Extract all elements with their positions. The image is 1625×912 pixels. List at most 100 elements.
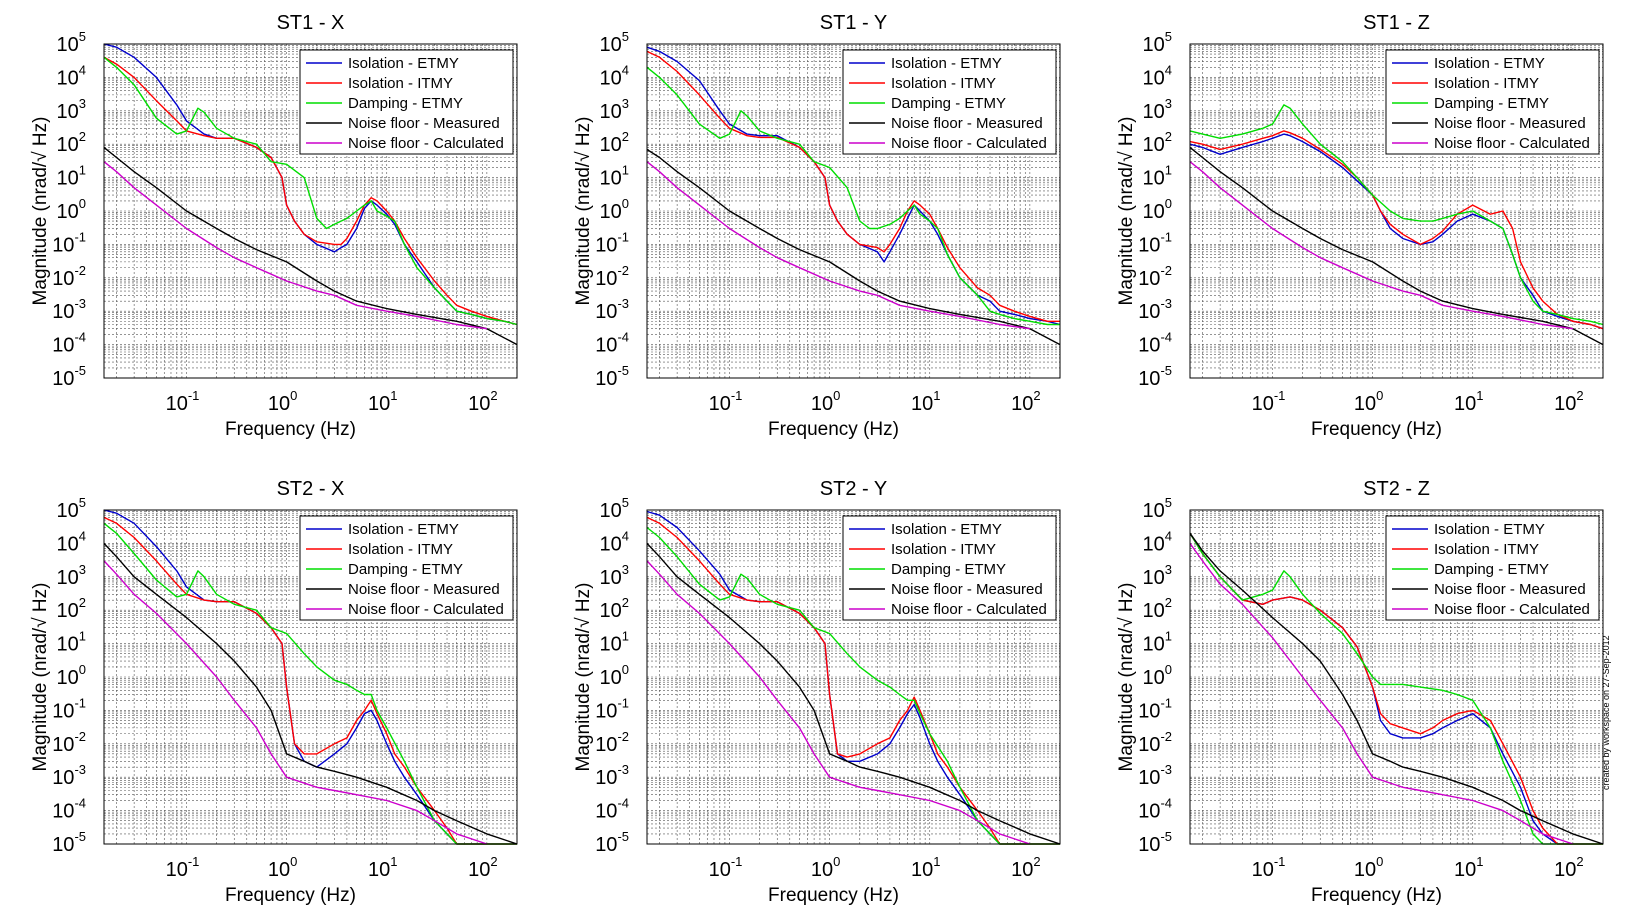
series-line-1	[1189, 532, 1603, 845]
series-line-1	[646, 50, 1060, 322]
y-tick-label: 105	[57, 495, 86, 522]
chart-title: ST2 - Y	[820, 478, 887, 500]
series-line-2	[646, 526, 1060, 845]
legend: Isolation - ETMY Isolation - ITMY Damping …	[842, 49, 1057, 155]
y-tick-label: 102	[1143, 595, 1172, 622]
y-tick-label: 10-2	[1138, 263, 1172, 290]
y-tick-label: 100	[1143, 662, 1172, 689]
y-tick-label: 105	[600, 29, 629, 56]
y-tick-label: 105	[600, 495, 629, 522]
legend: Isolation - ETMY Isolation - ITMY Damping …	[299, 515, 514, 621]
legend-box	[1385, 49, 1600, 155]
legend-label: Isolation - ITMY	[1434, 541, 1539, 558]
legend-box	[842, 49, 1057, 155]
series-line-2	[1189, 104, 1604, 326]
grid	[104, 44, 517, 378]
y-tick-label: 101	[57, 163, 86, 190]
x-tick-label: 100	[268, 388, 297, 415]
chart-title: ST1 - Y	[820, 12, 887, 34]
x-tick-label: 10-1	[709, 854, 743, 881]
y-tick-label: 104	[57, 62, 86, 89]
y-tick-label: 100	[57, 196, 86, 223]
series-line-3	[646, 148, 1061, 346]
y-tick-label: 10-1	[595, 695, 629, 722]
y-tick-label: 10-4	[52, 330, 86, 357]
y-tick-label: 102	[600, 129, 629, 156]
x-tick-label: 101	[368, 388, 397, 415]
y-tick-label: 10-5	[52, 829, 86, 856]
x-tick-label: 102	[468, 388, 497, 415]
x-tick-label: 10-1	[709, 388, 743, 415]
x-tick-label: 100	[811, 388, 840, 415]
x-tick-label: 102	[1011, 388, 1040, 415]
axes-frame	[1189, 509, 1604, 845]
y-tick-label: 10-3	[52, 762, 86, 789]
legend-box	[1385, 515, 1600, 621]
y-tick-label: 10-5	[1138, 829, 1172, 856]
y-tick-label: 10-2	[52, 263, 86, 290]
legend: Isolation - ETMY Isolation - ITMY Damping …	[1385, 515, 1600, 621]
x-axis-label: Frequency (Hz)	[1311, 885, 1442, 906]
y-tick-label: 10-3	[595, 762, 629, 789]
axes-frame	[646, 509, 1061, 845]
y-axis-label: Magnitude (nrad/√ Hz)	[573, 583, 594, 772]
legend-label: Isolation - ETMY	[1434, 521, 1545, 538]
legend-label: Noise floor - Measured	[891, 581, 1043, 598]
x-axis-label: Frequency (Hz)	[225, 419, 356, 440]
y-axis-label: Magnitude (nrad/√ Hz)	[573, 117, 594, 306]
x-tick-label: 100	[811, 854, 840, 881]
legend-label: Isolation - ITMY	[891, 541, 996, 558]
x-tick-label: 10-1	[166, 388, 200, 415]
y-tick-label: 104	[600, 528, 629, 555]
y-tick-label: 10-1	[1138, 229, 1172, 256]
y-axis-label: Magnitude (nrad/√ Hz)	[1116, 117, 1137, 306]
y-axis-label: Magnitude (nrad/√ Hz)	[30, 583, 51, 772]
series-line-2	[1189, 532, 1603, 845]
series-line-1	[103, 56, 518, 326]
series-line-3	[646, 542, 1061, 845]
y-tick-label: 100	[1143, 196, 1172, 223]
y-tick-label: 103	[1143, 96, 1172, 123]
series-line-3	[1189, 146, 1604, 346]
y-tick-label: 105	[1143, 29, 1172, 56]
legend: Isolation - ETMY Isolation - ITMY Damping …	[299, 49, 514, 155]
x-axis-label: Frequency (Hz)	[768, 419, 899, 440]
y-axis-label: Magnitude (nrad/√ Hz)	[1116, 583, 1137, 772]
series-line-1	[646, 516, 1060, 845]
series-line-1	[103, 516, 517, 845]
legend-box	[299, 515, 514, 621]
y-tick-label: 10-5	[1138, 363, 1172, 390]
y-tick-label: 10-4	[595, 330, 629, 357]
legend-label: Damping - ETMY	[1434, 561, 1549, 578]
x-tick-label: 100	[268, 854, 297, 881]
legend-label: Noise floor - Calculated	[1434, 601, 1590, 618]
series-line-4	[646, 161, 1030, 330]
series-line-4	[646, 560, 1031, 845]
y-tick-label: 10-2	[595, 263, 629, 290]
chart-title: ST2 - Z	[1363, 478, 1430, 500]
y-tick-label: 100	[57, 662, 86, 689]
y-tick-label: 103	[57, 96, 86, 123]
x-axis-label: Frequency (Hz)	[1311, 419, 1442, 440]
legend-label: Noise floor - Calculated	[348, 135, 504, 152]
series-line-2	[103, 56, 518, 326]
legend-label: Isolation - ETMY	[891, 521, 1002, 538]
x-tick-label: 100	[1354, 854, 1383, 881]
legend-label: Isolation - ITMY	[891, 75, 996, 92]
y-tick-label: 10-2	[595, 729, 629, 756]
y-tick-label: 100	[600, 196, 629, 223]
y-tick-label: 10-1	[595, 229, 629, 256]
series-line-2	[103, 522, 517, 845]
y-tick-label: 10-4	[1138, 330, 1172, 357]
legend-label: Isolation - ETMY	[348, 521, 459, 538]
y-tick-label: 101	[600, 629, 629, 656]
legend-label: Damping - ETMY	[1434, 95, 1549, 112]
x-tick-label: 102	[1011, 854, 1040, 881]
legend-label: Isolation - ITMY	[348, 541, 453, 558]
legend: Isolation - ETMY Isolation - ITMY Damping …	[1385, 49, 1600, 155]
x-tick-label: 10-1	[1252, 854, 1286, 881]
y-tick-label: 104	[600, 62, 629, 89]
y-tick-label: 10-5	[52, 363, 86, 390]
y-tick-label: 101	[1143, 163, 1172, 190]
